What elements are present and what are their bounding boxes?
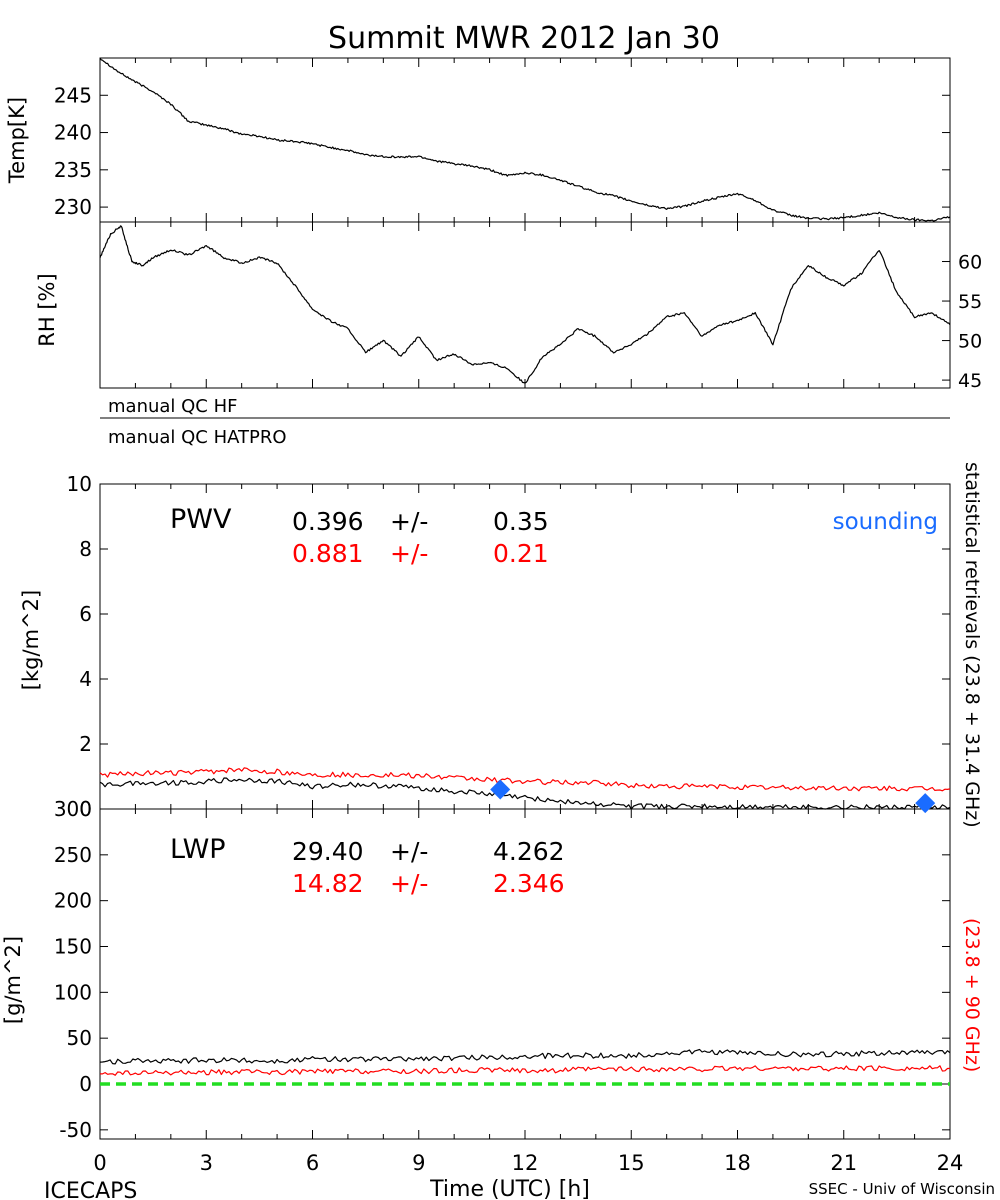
x-tick-label: 18 — [724, 1151, 751, 1175]
lwp-ytick-label: 100 — [54, 980, 92, 1004]
x-tick-label: 15 — [618, 1151, 645, 1175]
temp-ytick-label: 235 — [54, 158, 92, 182]
temp-panel-frame — [99, 57, 951, 223]
pwv-ytick-label: 8 — [79, 537, 92, 561]
temp-ytick-label: 245 — [54, 83, 92, 107]
lwp-black-err: 4.262 — [493, 837, 565, 866]
rh-ytick-label: 60 — [958, 252, 982, 274]
lwp-black-pm: +/- — [390, 837, 428, 866]
figure-title: Summit MWR 2012 Jan 30 — [328, 21, 720, 56]
x-tick-label: 3 — [200, 1151, 213, 1175]
sounding-legend: sounding — [833, 509, 938, 535]
retrieval-legend-black: statistical retrievals (23.8 + 31.4 GHz) — [961, 462, 983, 828]
lwp-series-line-0 — [99, 1048, 951, 1065]
lwp-ytick-label: 200 — [54, 889, 92, 913]
pwv-ytick-label: 6 — [79, 602, 92, 626]
qc-hf-label: manual QC HF — [108, 396, 237, 417]
rh-ytick-label: 55 — [958, 291, 982, 313]
pwv-axis-label: [kg/m^2] — [19, 590, 43, 690]
pwv-ytick-label: 2 — [79, 732, 92, 756]
footer-left: ICECAPS — [44, 1179, 137, 1200]
rh-ytick-label: 45 — [958, 370, 982, 392]
lwp-red-err: 2.346 — [493, 869, 565, 898]
lwp-ytick-label: 150 — [54, 935, 92, 959]
lwp-black-value: 29.40 — [292, 837, 364, 866]
retrieval-legend-red: (23.8 + 90 GHz) — [961, 918, 983, 1072]
pwv-series-line-1 — [99, 767, 951, 792]
lwp-ytick-label: 50 — [67, 1026, 92, 1050]
lwp-series-line-1 — [100, 1065, 951, 1076]
pwv-ytick-label: 0 — [79, 797, 92, 821]
rh-axis-label: RH [%] — [35, 273, 59, 346]
pwv-red-value: 0.881 — [292, 539, 364, 568]
lwp-ytick-label: 0 — [79, 1072, 92, 1096]
temp-ytick-label: 230 — [54, 195, 92, 219]
pwv-black-err: 0.35 — [493, 507, 549, 536]
rh-panel-frame — [99, 221, 951, 389]
lwp-label: LWP — [170, 834, 226, 865]
pwv-ytick-label: 10 — [67, 472, 92, 496]
lwp-red-value: 14.82 — [292, 869, 364, 898]
pwv-black-value: 0.396 — [292, 507, 364, 536]
temp-axis-label: Temp[K] — [5, 97, 29, 184]
qc-hatpro-label: manual QC HATPRO — [108, 427, 287, 448]
sounding-point — [490, 779, 511, 800]
chart-marks: 230235240245455055600246810-500501001502… — [54, 57, 982, 1175]
rh-ytick-label: 50 — [958, 331, 982, 353]
temp-ytick-label: 240 — [54, 121, 92, 145]
x-tick-label: 21 — [830, 1151, 857, 1175]
lwp-ytick-label: 250 — [54, 843, 92, 867]
sounding-point — [915, 793, 936, 814]
temp-series-line-0 — [99, 57, 951, 222]
rh-series-line-0 — [99, 225, 951, 384]
pwv-black-pm: +/- — [390, 507, 428, 536]
pwv-red-err: 0.21 — [493, 539, 549, 568]
x-tick-label: 9 — [412, 1151, 425, 1175]
footer-right: SSEC - Univ of Wisconsin — [809, 1180, 995, 1198]
x-tick-label: 12 — [512, 1151, 539, 1175]
pwv-label: PWV — [170, 504, 232, 535]
x-axis-label: Time (UTC) [h] — [429, 1177, 590, 1200]
x-tick-label: 6 — [306, 1151, 319, 1175]
lwp-ytick-label: -50 — [59, 1118, 92, 1142]
lwp-axis-label: [g/m^2] — [1, 936, 25, 1024]
lwp-red-pm: +/- — [390, 869, 428, 898]
lwp-ytick-label: 300 — [54, 797, 92, 821]
x-tick-label: 24 — [937, 1151, 964, 1175]
pwv-series-line-0 — [99, 777, 951, 810]
x-tick-label: 0 — [93, 1151, 106, 1175]
pwv-ytick-label: 4 — [79, 667, 92, 691]
pwv-red-pm: +/- — [390, 539, 428, 568]
